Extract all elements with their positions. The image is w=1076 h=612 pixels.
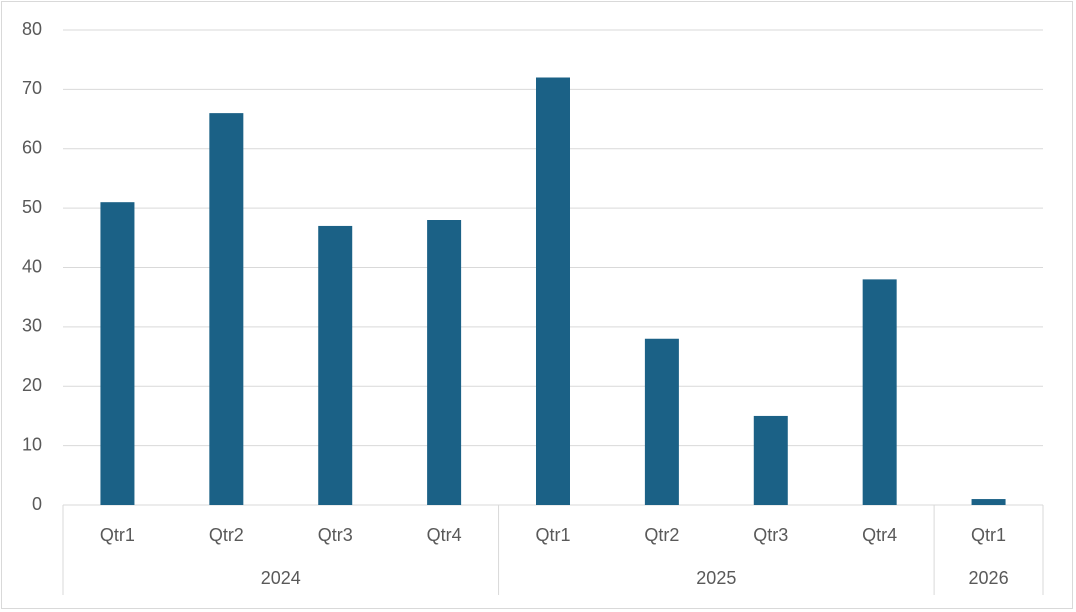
- bar: [536, 77, 570, 505]
- bar: [209, 113, 244, 505]
- x-tick-label: Qtr1: [100, 525, 135, 545]
- x-tick-label: Qtr3: [753, 525, 788, 545]
- y-tick-label: 30: [22, 316, 42, 336]
- y-tick-label: 60: [22, 138, 42, 158]
- y-tick-label: 10: [22, 434, 42, 454]
- bar: [318, 225, 353, 505]
- group-label: 2025: [696, 568, 736, 588]
- bar: [100, 202, 135, 505]
- group-label: 2026: [969, 568, 1009, 588]
- x-tick-label: Qtr1: [535, 525, 570, 545]
- x-tick-label: Qtr2: [644, 525, 679, 545]
- bar: [862, 279, 897, 505]
- y-tick-label: 0: [32, 494, 42, 514]
- y-tick-label: 20: [22, 375, 42, 395]
- bar: [427, 220, 462, 505]
- bar: [971, 499, 1006, 505]
- x-tick-label: Qtr2: [209, 525, 244, 545]
- x-tick-label: Qtr1: [971, 525, 1006, 545]
- group-label: 2024: [261, 568, 301, 588]
- y-tick-label: 40: [22, 256, 42, 276]
- bar: [644, 338, 679, 505]
- y-tick-label: 70: [22, 78, 42, 98]
- y-tick-label: 80: [22, 19, 42, 39]
- bar: [753, 415, 788, 505]
- x-tick-label: Qtr4: [427, 525, 462, 545]
- x-tick-label: Qtr3: [318, 525, 353, 545]
- x-tick-label: Qtr4: [862, 525, 897, 545]
- y-tick-label: 50: [22, 197, 42, 217]
